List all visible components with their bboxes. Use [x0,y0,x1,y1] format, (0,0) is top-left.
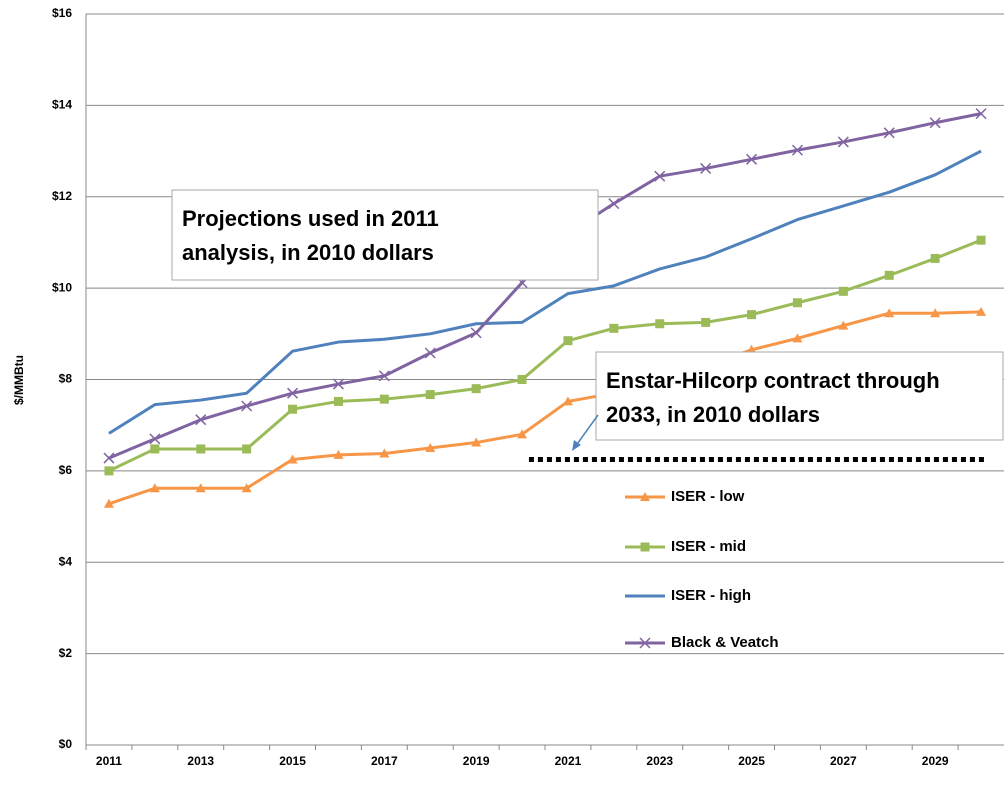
annotation-box [171,189,599,281]
y-tick-label: $4 [59,554,73,568]
point-marker [379,448,390,458]
point-marker [425,443,436,453]
point-marker [332,378,344,390]
point-marker [883,127,895,139]
point-marker [975,108,987,120]
point-marker [884,270,894,280]
point-marker [471,384,481,394]
point-marker [471,437,482,447]
series-line [108,238,982,473]
point-marker [976,235,986,245]
annotation-text: analysis, in 2010 dollars [182,240,434,265]
arrow-head [572,440,581,451]
point-marker [746,153,758,165]
x-tick-label: 2023 [646,754,673,768]
legend-marker [640,492,650,501]
point-marker [837,136,849,148]
y-tick-label: $16 [52,6,72,20]
point-marker [609,323,619,333]
point-marker [791,144,803,156]
annotation-box [595,351,1004,441]
point-marker [517,429,528,439]
x-tick-label: 2025 [738,754,765,768]
point-marker [929,117,941,129]
point-marker [287,387,299,399]
x-tick-label: 2021 [555,754,582,768]
point-marker [654,170,666,182]
point-marker [655,319,665,329]
legend-label: ISER - low [671,488,745,505]
annotation-text: 2033, in 2010 dollars [606,402,820,427]
point-marker [150,444,160,454]
point-marker [287,454,298,464]
series-line [108,310,982,506]
point-marker [149,483,160,493]
point-marker [333,396,343,406]
y-tick-label: $2 [59,646,73,660]
point-marker [884,308,895,318]
legend-label: ISER - high [671,587,751,604]
point-marker [792,298,802,308]
point-marker [378,370,390,382]
point-marker [241,400,253,412]
point-marker [930,253,940,263]
point-marker [792,333,803,343]
point-marker [242,444,252,454]
series-line [108,149,982,435]
point-marker [196,444,206,454]
point-marker [838,286,848,296]
point-marker [288,404,298,414]
point-marker [562,396,573,406]
point-marker [517,375,527,384]
legend-marker [640,542,650,552]
point-marker [976,306,987,316]
point-marker [747,310,757,320]
x-tick-label: 2029 [922,754,949,768]
point-marker [333,449,344,459]
y-tick-label: $14 [52,98,72,112]
point-marker [104,466,114,476]
point-marker [195,483,206,493]
point-marker [701,317,711,327]
point-marker [195,414,207,426]
point-marker [470,327,482,339]
y-tick-label: $10 [52,280,72,294]
y-tick-label: $8 [59,372,73,386]
point-marker [149,433,161,445]
point-marker [241,483,252,493]
x-tick-label: 2019 [463,754,490,768]
annotation-text: Projections used in 2011 [182,206,439,231]
annotation-arrow [574,414,599,448]
point-marker [103,452,115,464]
x-tick-label: 2027 [830,754,857,768]
x-tick-label: 2011 [96,754,122,768]
y-tick-label: $12 [52,189,72,203]
point-marker [930,308,941,318]
legend-label: Black & Veatch [671,634,779,651]
legend-label: ISER - mid [671,538,746,555]
y-tick-label: $0 [59,737,73,751]
point-marker [838,320,849,330]
y-axis-label: $/MMBtu [12,355,26,405]
point-marker [563,336,573,346]
point-marker [700,162,712,174]
x-tick-label: 2015 [279,754,306,768]
legend-marker [639,637,651,649]
annotation-text: Enstar-Hilcorp contract through [606,368,940,393]
point-marker [425,390,435,400]
point-marker [424,347,436,359]
point-marker [379,394,389,404]
x-tick-label: 2017 [371,754,398,768]
y-tick-label: $6 [59,463,73,477]
x-tick-label: 2013 [187,754,214,768]
point-marker [608,198,620,210]
point-marker [103,498,114,508]
